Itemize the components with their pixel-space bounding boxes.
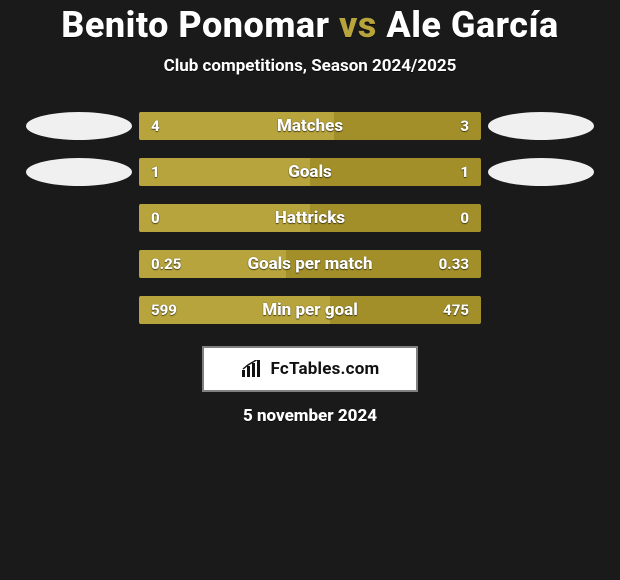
player2-avatar bbox=[488, 158, 594, 186]
stat-bar-left bbox=[139, 204, 310, 232]
stat-bar-right bbox=[310, 204, 481, 232]
stat-row: 4Matches3 bbox=[0, 112, 620, 140]
player1-avatar-slot bbox=[19, 112, 139, 140]
stat-row: 0.25Goals per match0.33 bbox=[0, 250, 620, 278]
player1-avatar bbox=[26, 112, 132, 140]
stat-bar-right bbox=[334, 112, 481, 140]
stat-bar-left bbox=[139, 112, 334, 140]
stat-row: 0Hattricks0 bbox=[0, 204, 620, 232]
subtitle: Club competitions, Season 2024/2025 bbox=[0, 56, 620, 76]
player1-avatar bbox=[26, 158, 132, 186]
stat-bar: 4Matches3 bbox=[139, 112, 481, 140]
stat-bar: 0.25Goals per match0.33 bbox=[139, 250, 481, 278]
page-title: Benito Ponomar vs Ale García bbox=[0, 4, 620, 46]
brand-chart-icon bbox=[241, 360, 263, 378]
date-text: 5 november 2024 bbox=[0, 406, 620, 426]
stat-bar: 1Goals1 bbox=[139, 158, 481, 186]
player2-avatar bbox=[488, 112, 594, 140]
stats-list: 4Matches3 1Goals1 0Hattricks0 0.25Goals per… bbox=[0, 112, 620, 324]
stat-bar-right bbox=[310, 158, 481, 186]
player1-avatar-slot bbox=[19, 158, 139, 186]
player2-avatar-slot bbox=[481, 112, 601, 140]
player2-avatar-slot bbox=[481, 158, 601, 186]
brand-text: FcTables.com bbox=[271, 359, 380, 379]
title-player1: Benito Ponomar bbox=[61, 4, 329, 46]
stat-bar-right bbox=[330, 296, 481, 324]
comparison-card: Benito Ponomar vs Ale García Club compet… bbox=[0, 0, 620, 426]
stat-bar: 0Hattricks0 bbox=[139, 204, 481, 232]
stat-row: 599Min per goal475 bbox=[0, 296, 620, 324]
stat-bar-left bbox=[139, 250, 286, 278]
stat-bar-left bbox=[139, 296, 330, 324]
brand-badge[interactable]: FcTables.com bbox=[202, 346, 418, 392]
title-vs: vs bbox=[339, 4, 377, 46]
stat-bar: 599Min per goal475 bbox=[139, 296, 481, 324]
stat-bar-left bbox=[139, 158, 310, 186]
stat-bar-right bbox=[286, 250, 481, 278]
title-player2: Ale García bbox=[386, 4, 558, 46]
stat-row: 1Goals1 bbox=[0, 158, 620, 186]
